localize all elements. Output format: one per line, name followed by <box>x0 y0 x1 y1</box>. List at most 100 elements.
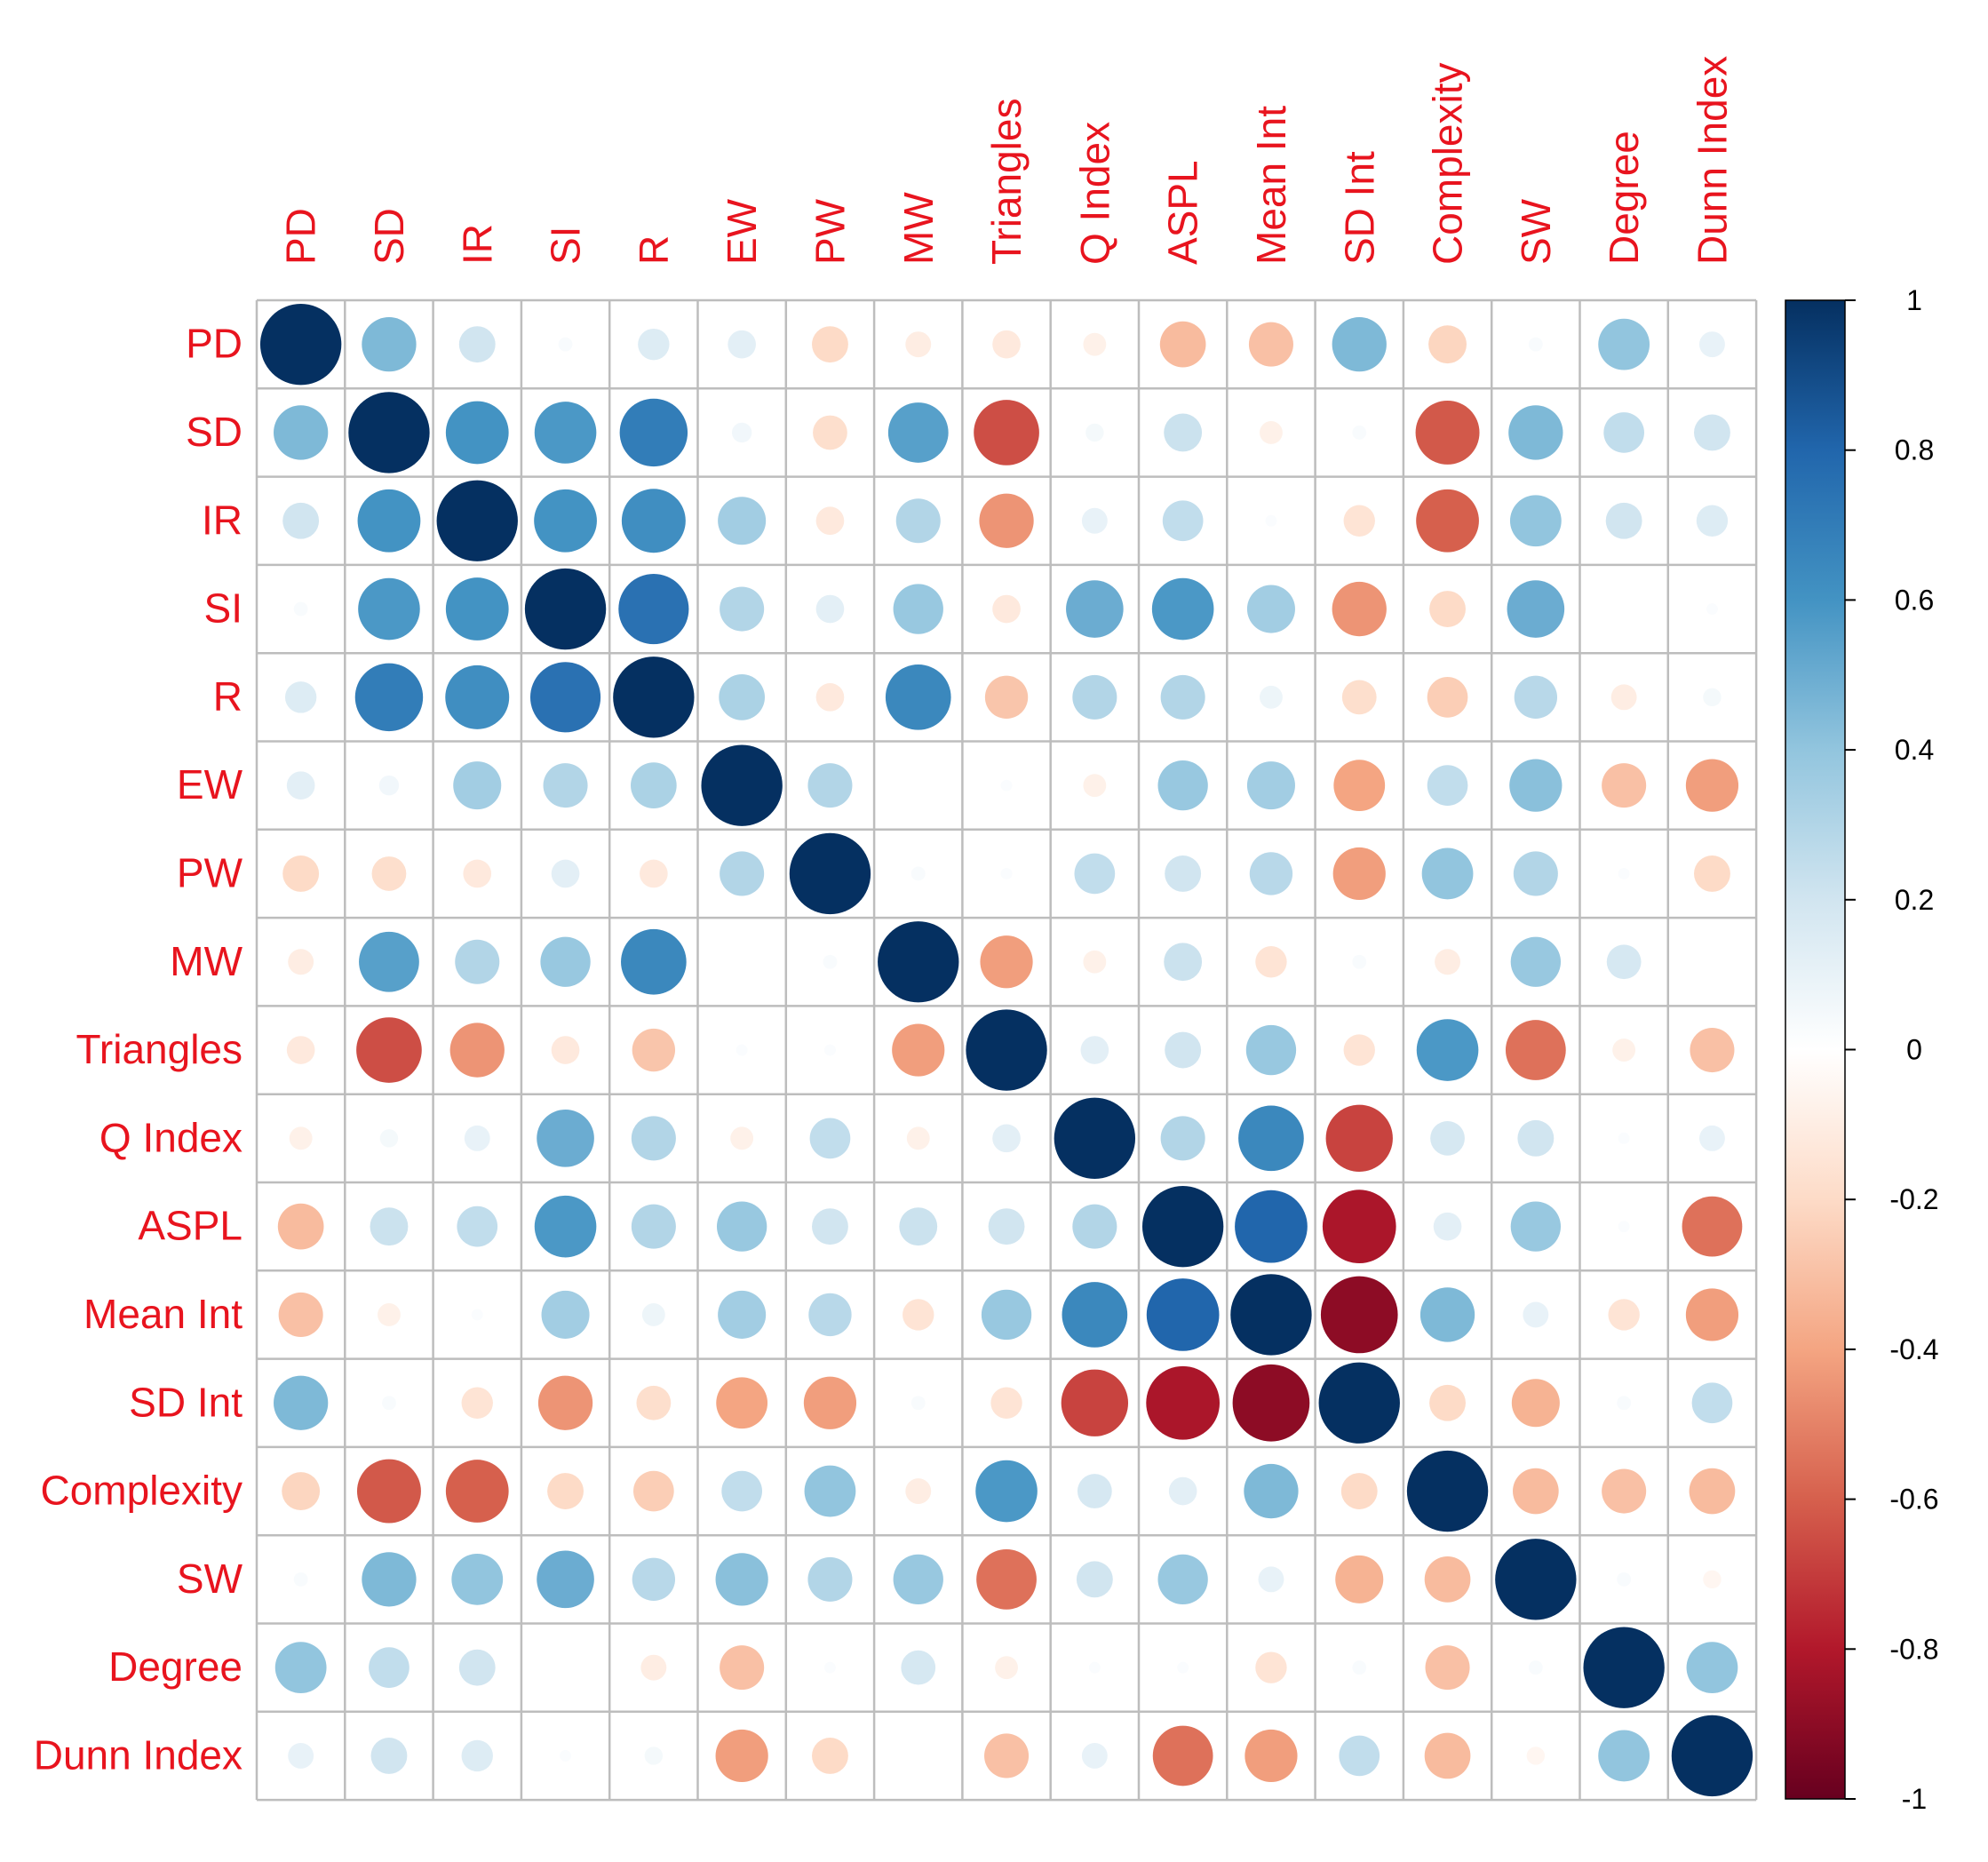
corr-circle-q-index-sd-int <box>1325 1104 1393 1173</box>
corr-circle-r-ir <box>445 664 510 729</box>
corr-circle-mw-sd-int <box>1352 954 1367 969</box>
corr-circle-sw-sw <box>1495 1539 1577 1620</box>
corr-circle-complexity-mean-int <box>1244 1463 1299 1519</box>
corr-circle-sd-pw <box>813 415 847 450</box>
corr-circle-degree-triangles <box>995 1656 1018 1680</box>
corr-circle-triangles-sd <box>356 1017 422 1083</box>
corr-circle-pd-pw <box>812 326 848 363</box>
corr-circle-ew-degree <box>1602 763 1647 808</box>
corr-circle-degree-degree <box>1583 1627 1665 1708</box>
corr-circle-ir-sd-int <box>1343 505 1375 537</box>
corr-circle-sd-int-aspl <box>1146 1365 1221 1440</box>
column-label: Triangles <box>983 99 1030 265</box>
column-label: ASPL <box>1160 160 1206 265</box>
corr-circle-ew-sd <box>378 775 400 796</box>
corr-circle-mean-int-ir <box>471 1309 483 1321</box>
corr-circle-q-index-sd <box>379 1129 399 1148</box>
corr-circle-ew-pd <box>286 771 315 800</box>
corr-circle-pw-pw <box>789 832 871 915</box>
corr-circle-pw-triangles <box>1000 867 1013 879</box>
corr-circle-dunn-index-pd <box>288 1743 314 1769</box>
corr-circle-r-pd <box>284 681 317 713</box>
corr-circle-ir-degree <box>1605 502 1642 539</box>
corr-circle-pd-q-index <box>1083 332 1107 356</box>
corr-circle-ew-mean-int <box>1246 761 1295 810</box>
corr-circle-triangles-sd-int <box>1343 1034 1375 1066</box>
corr-circle-degree-sd <box>369 1647 410 1688</box>
corr-circle-complexity-ir <box>445 1460 509 1523</box>
corr-circle-triangles-sw <box>1505 1020 1566 1080</box>
corr-circle-triangles-mw <box>892 1023 945 1077</box>
row-label: Complexity <box>40 1468 243 1514</box>
corr-circle-complexity-triangles <box>975 1460 1038 1523</box>
row-label: IR <box>202 497 243 543</box>
corr-circle-sw-q-index <box>1076 1561 1113 1598</box>
colorbar-tick-label: 0.8 <box>1895 434 1934 466</box>
corr-circle-sd-int-triangles <box>990 1387 1022 1419</box>
corr-circle-complexity-aspl <box>1168 1476 1197 1506</box>
corr-circle-pw-r <box>640 859 668 888</box>
corr-circle-ew-si <box>543 763 588 808</box>
corr-circle-q-index-degree <box>1618 1132 1630 1144</box>
corr-circle-r-aspl <box>1160 674 1205 720</box>
corr-circle-si-mean-int <box>1246 585 1295 633</box>
corr-circle-aspl-aspl <box>1141 1185 1224 1268</box>
corr-circle-ew-r <box>631 762 677 808</box>
row-label: SD Int <box>129 1379 243 1425</box>
corr-circle-si-q-index <box>1066 580 1124 638</box>
corr-circle-sw-pd <box>293 1572 308 1587</box>
corr-circle-sd-sd-int <box>1352 426 1367 440</box>
corr-circle-degree-pw <box>823 1661 836 1674</box>
corr-circle-r-sd <box>354 663 424 732</box>
corr-circle-ew-complexity <box>1427 765 1468 806</box>
row-label: MW <box>170 938 243 984</box>
corr-circle-dunn-index-mean-int <box>1244 1729 1298 1783</box>
corr-circle-pd-ew <box>728 330 756 359</box>
corr-circle-dunn-index-si <box>560 1749 572 1762</box>
corr-circle-q-index-pw <box>809 1118 851 1159</box>
corr-circle-r-ew <box>719 674 765 720</box>
corr-circle-q-index-triangles <box>992 1124 1021 1153</box>
corr-circle-sw-sd <box>362 1552 417 1607</box>
corr-circle-complexity-pd <box>282 1472 321 1510</box>
corr-circle-r-mean-int <box>1260 685 1283 709</box>
corr-circle-triangles-complexity <box>1416 1019 1479 1081</box>
corr-circle-pd-degree <box>1598 318 1650 370</box>
row-label: Dunn Index <box>34 1731 243 1778</box>
corr-circle-ew-dunn-index <box>1685 759 1739 812</box>
corr-circle-dunn-index-sd-int <box>1339 1735 1380 1777</box>
corr-circle-si-pd <box>293 601 308 617</box>
corr-circle-sd-int-si <box>537 1375 593 1430</box>
corr-circle-sd-complexity <box>1415 400 1480 465</box>
corr-circle-triangles-ir <box>449 1023 505 1078</box>
corr-circle-ir-q-index <box>1081 507 1108 534</box>
corr-circle-sw-pw <box>807 1556 853 1602</box>
corr-circle-aspl-mw <box>899 1207 938 1246</box>
corr-circle-complexity-complexity <box>1406 1450 1489 1532</box>
corr-circle-pw-complexity <box>1421 847 1474 900</box>
corr-circle-mean-int-q-index <box>1062 1282 1128 1348</box>
corr-circle-q-index-si <box>537 1110 594 1167</box>
colorbar-tick-label: -0.8 <box>1889 1633 1938 1665</box>
corr-circle-pw-aspl <box>1165 855 1202 892</box>
corr-circle-mw-sw <box>1510 936 1562 987</box>
corr-circle-degree-ir <box>458 1649 496 1686</box>
corr-circle-dunn-index-q-index <box>1081 1743 1108 1769</box>
corr-circle-sd-q-index <box>1085 423 1104 442</box>
corr-circle-sd-int-degree <box>1617 1396 1632 1411</box>
corr-circle-triangles-mean-int <box>1245 1024 1297 1076</box>
corr-circle-aspl-sd <box>370 1207 409 1246</box>
corr-circle-mw-si <box>540 936 591 987</box>
corr-circle-ir-ew <box>718 497 767 545</box>
row-label: PW <box>177 849 243 895</box>
corr-circle-q-index-sw <box>1517 1119 1555 1157</box>
corr-circle-q-index-ir <box>464 1125 490 1151</box>
corr-circle-si-sw <box>1507 580 1565 638</box>
corr-circle-pw-pd <box>282 855 320 892</box>
corr-circle-si-complexity <box>1429 591 1466 627</box>
corr-circle-aspl-pw <box>812 1208 848 1245</box>
corr-circle-mean-int-ew <box>718 1290 767 1339</box>
corr-circle-pd-si <box>558 337 573 352</box>
column-label: R <box>631 235 677 265</box>
